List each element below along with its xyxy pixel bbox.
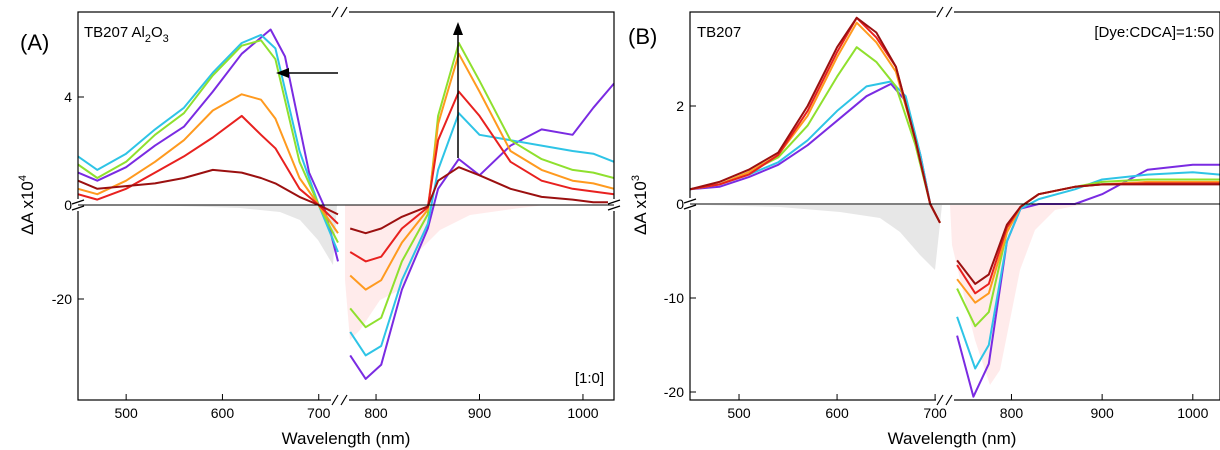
panel-a-arrow-left	[276, 68, 338, 78]
panel-b-axis-break-bottom	[936, 394, 954, 406]
panel-a-ytick-label-2: 4	[64, 89, 72, 105]
panel-b-ticks: 500 600 700 800 900 1000 -20 -10 0 2	[664, 98, 1209, 421]
panel-b-xtick-label-2: 700	[923, 405, 947, 421]
panel-b-ytick-label-2: 0	[676, 196, 684, 212]
panel-b-series-group	[690, 16, 1220, 398]
panel-a-series-1-segment-1	[349, 112, 614, 357]
panel-b-ylabel-exp: 3	[630, 175, 642, 181]
panel-b-ytick-label-1: -10	[664, 290, 684, 306]
panel-b-xtick-label-3: 800	[1000, 405, 1024, 421]
panel-a-ticks: 500 600 700 800 900 1000 -20 0 4	[52, 89, 599, 421]
panel-a-axis-break-top	[331, 6, 349, 18]
panel-a-series-5-segment-0	[78, 168, 339, 216]
panel-a-series-0-segment-1	[349, 82, 614, 380]
panel-a-xtick-label-1: 600	[211, 405, 235, 421]
panel-a-ytick-label-1: 0	[64, 197, 72, 213]
panel-a-letter: (A)	[20, 30, 49, 55]
panel-a-series-4-segment-0	[78, 114, 339, 225]
panel-b-series-3-segment-0	[690, 21, 941, 224]
panel-a-ratio-label: [1:0]	[575, 370, 604, 387]
panel-a-arrow-up	[453, 22, 463, 158]
panel-a-series-3-segment-1	[349, 52, 614, 291]
panel-a-sse-shading	[345, 205, 545, 340]
panel-a-ylabel-exp: 4	[17, 175, 29, 181]
panel-a-series-4-segment-1	[349, 90, 614, 263]
panel-a-sample-label: TB207 Al2O3	[84, 24, 169, 45]
panel-a-ylabel-text: ΔA x10	[18, 181, 37, 235]
panel-b-xtick-label-0: 500	[727, 405, 751, 421]
panel-a-series-5-segment-1	[349, 166, 614, 235]
panel-b-xlabel: Wavelength (nm)	[888, 429, 1017, 448]
panel-a-series-0-segment-0	[78, 28, 339, 262]
panel-a-axis-break-bottom	[331, 394, 349, 406]
panel-a-sample-text: TB207 Al	[84, 24, 145, 41]
panel-a-plot-area	[78, 28, 614, 380]
panel-b-series-4-segment-0	[690, 16, 941, 224]
panel-a-xtick-label-2: 700	[307, 405, 331, 421]
panel-a-ytick-label-0: -20	[52, 291, 72, 307]
panel-b-ratio-label: [Dye:CDCA]=1:50	[1094, 24, 1214, 41]
panel-b-ytick-label-0: -20	[664, 384, 684, 400]
panel-b-xtick-label-5: 1000	[1177, 405, 1208, 421]
panel-a-ylabel: ΔA x104	[17, 175, 37, 235]
panel-b-series-5-segment-1	[956, 183, 1220, 285]
panel-b-series-2-segment-0	[690, 46, 941, 224]
panel-b-plot-area	[690, 16, 1220, 398]
panel-a-series-3-segment-0	[78, 93, 339, 234]
panel-a-xlabel: Wavelength (nm)	[282, 429, 411, 448]
panel-a-series-2-segment-0	[78, 39, 339, 244]
panel-a-xtick-label-0: 500	[114, 405, 138, 421]
panel-a-xtick-label-4: 900	[468, 405, 492, 421]
panel-b: 500 600 700 800 900 1000 -20 -10 0 2 (B) TB207 [D…	[628, 6, 1220, 448]
panel-b-axis-break-top	[936, 6, 954, 18]
panel-a-sample-sub-2: 3	[163, 33, 169, 45]
panel-a-series-1-segment-0	[78, 33, 339, 253]
panel-b-series-5-segment-0	[690, 16, 941, 224]
panel-a: 500 600 700 800 900 1000 -20 0 4 (A) TB207 Al2O3…	[17, 6, 621, 448]
panel-b-ssa-shading	[705, 205, 942, 270]
panel-a-sample-text-2: O	[151, 24, 163, 41]
panel-b-ylabel: ΔA x103	[630, 175, 650, 235]
panel-b-ylabel-text: ΔA x10	[631, 181, 650, 235]
panel-a-series-2-segment-1	[349, 42, 614, 329]
panel-a-xtick-label-5: 1000	[567, 405, 598, 421]
panel-a-series-group	[78, 28, 614, 380]
panel-b-series-1-segment-1	[956, 171, 1220, 370]
panel-a-ssa-shading	[120, 205, 337, 265]
panel-a-xtick-label-3: 800	[364, 405, 388, 421]
panel-b-xtick-label-1: 600	[825, 405, 849, 421]
panel-b-xtick-label-4: 900	[1090, 405, 1114, 421]
panel-b-letter: (B)	[628, 24, 657, 49]
panel-a-sample-sub-1: 2	[145, 33, 151, 45]
panel-b-sample-label: TB207	[697, 24, 741, 41]
panel-b-ytick-label-3: 2	[676, 98, 684, 114]
panel-b-sse-shading	[950, 205, 1080, 385]
